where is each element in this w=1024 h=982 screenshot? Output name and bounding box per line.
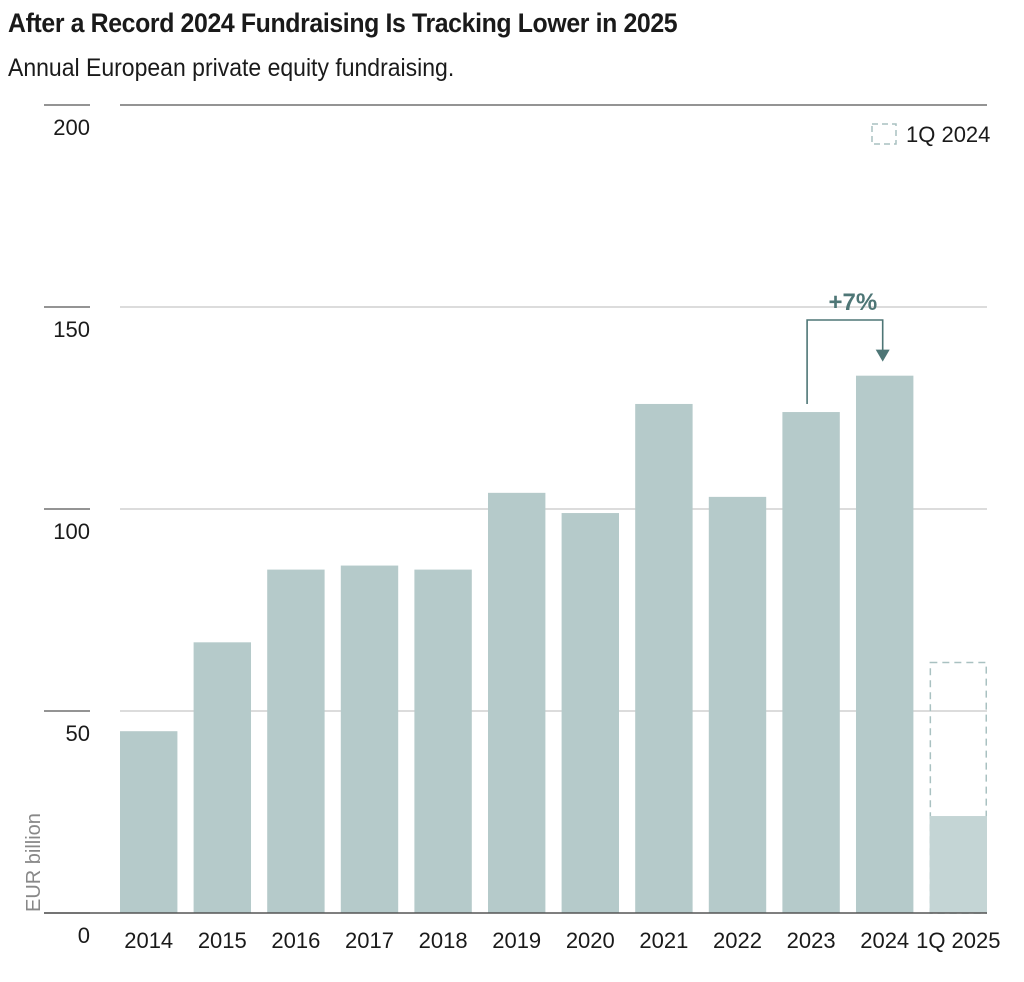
- bar-2021: [635, 403, 693, 913]
- x-tick-label-1q-2025: 1Q 2025: [916, 928, 1000, 953]
- y-tick-label-150: 150: [53, 317, 90, 342]
- x-tick-label-2014: 2014: [124, 928, 173, 953]
- growth-annotation: +7%: [806, 289, 890, 405]
- legend: 1Q 2024: [871, 122, 990, 147]
- x-tick-label-2016: 2016: [271, 928, 320, 953]
- page-title: After a Record 2024 Fundraising Is Track…: [8, 8, 678, 38]
- annotation-connector: [806, 319, 884, 405]
- bar-2015: [193, 642, 252, 913]
- bar-2019: [487, 492, 546, 913]
- x-axis-ticks: 2014 2015 2016 2017 2018 2019 2020 2021 2022 2023…: [124, 928, 1000, 953]
- bar-2022: [708, 496, 767, 913]
- x-tick-label-2019: 2019: [492, 928, 541, 953]
- bar-2014: [120, 731, 178, 913]
- x-tick-label-2022: 2022: [713, 928, 762, 953]
- bar-1q-2025: [929, 816, 987, 913]
- x-tick-label-2015: 2015: [198, 928, 247, 953]
- page-subtitle: Annual European private equity fundraisi…: [8, 54, 455, 82]
- annotation-arrowhead-icon: [875, 349, 890, 362]
- y-tick-label-0: 0: [78, 923, 90, 948]
- y-axis-label: EUR billion: [23, 813, 45, 912]
- gridlines: [120, 104, 987, 712]
- y-tick-label-200: 200: [53, 115, 90, 140]
- bar-2020: [561, 513, 620, 913]
- comparison-outline-1q-2024: [929, 661, 987, 914]
- bars: [120, 375, 987, 914]
- bar-2016: [267, 569, 325, 913]
- annotation-label: +7%: [829, 289, 878, 316]
- bar-2017: [340, 565, 399, 913]
- x-tick-label-2017: 2017: [345, 928, 394, 953]
- legend-swatch-1q-2024: [871, 123, 897, 145]
- x-tick-label-2023: 2023: [787, 928, 836, 953]
- x-tick-label-2020: 2020: [566, 928, 615, 953]
- bar-2018: [414, 569, 472, 913]
- x-tick-label-2024: 2024: [860, 928, 909, 953]
- bar-2024: [855, 375, 914, 913]
- legend-label-1q-2024: 1Q 2024: [906, 122, 990, 147]
- y-tick-label-100: 100: [53, 519, 90, 544]
- y-axis-ticks: 0 50 100 150 200: [44, 104, 90, 948]
- x-tick-label-2021: 2021: [639, 928, 688, 953]
- bar-2023: [782, 412, 840, 913]
- y-tick-label-50: 50: [66, 721, 90, 746]
- x-tick-label-2018: 2018: [419, 928, 468, 953]
